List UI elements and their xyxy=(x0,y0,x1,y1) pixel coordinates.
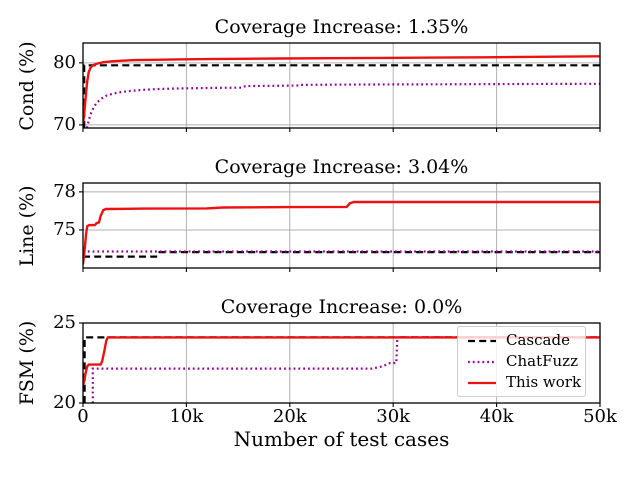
subplot2-title: Coverage Increase: 3.04% xyxy=(214,156,469,178)
subplot1-ylabel: Cond (%) xyxy=(16,41,38,131)
y-tick-label: 80 xyxy=(53,51,76,73)
axes-frame xyxy=(82,182,601,269)
y-tick-label: 70 xyxy=(53,113,76,135)
legend-label-this-work: This work xyxy=(506,373,582,391)
subplot3-title: Coverage Increase: 0.0% xyxy=(220,296,463,318)
legend-item-chatfuzz: ChatFuzz xyxy=(467,353,581,370)
x-tick-label: 30k xyxy=(376,406,411,427)
series-chatfuzz-subplot1 xyxy=(85,82,600,128)
cascade-dashed-line-sample xyxy=(468,339,496,342)
x-tick-label: 0 xyxy=(77,406,89,427)
y-tick-label: 20 xyxy=(53,392,76,413)
x-axis-label: Number of test cases xyxy=(233,427,450,451)
series-cascade-subplot1 xyxy=(83,64,600,128)
x-tick-label: 20k xyxy=(272,406,307,427)
subplot1-title: Coverage Increase: 1.35% xyxy=(214,16,469,38)
subplot2-ylabel: Line (%) xyxy=(16,185,38,267)
legend: Cascade ChatFuzz This work xyxy=(457,326,586,397)
y-tick-label: 25 xyxy=(53,312,76,333)
series-chatfuzz-subplot3 xyxy=(91,336,600,403)
this-work-solid-line-sample xyxy=(468,381,496,384)
y-tick-label: 78 xyxy=(53,180,76,202)
x-tick-label: 50k xyxy=(583,406,617,427)
axes-frame xyxy=(82,322,601,404)
axes-frame xyxy=(82,42,601,129)
legend-label-cascade: Cascade xyxy=(506,331,570,349)
series-this_work-subplot1 xyxy=(83,55,600,124)
chatfuzz-dotted-line-sample xyxy=(468,360,496,363)
x-tick-label: 40k xyxy=(479,406,514,427)
series-this_work-subplot2 xyxy=(83,200,600,265)
series-this_work-subplot3 xyxy=(83,336,600,386)
x-tick-label: 10k xyxy=(169,406,204,427)
subplot3-ylabel: FSM (%) xyxy=(16,320,38,406)
legend-label-chatfuzz: ChatFuzz xyxy=(506,352,578,370)
legend-item-cascade: Cascade xyxy=(467,332,581,349)
y-tick-label: 75 xyxy=(53,218,76,240)
legend-item-this-work: This work xyxy=(467,374,581,391)
series-cascade-subplot2 xyxy=(83,251,600,258)
